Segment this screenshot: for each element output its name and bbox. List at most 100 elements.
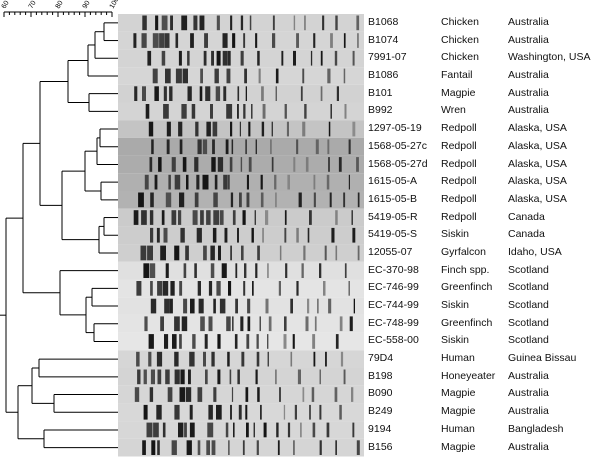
gel-band xyxy=(228,50,231,66)
gel-band xyxy=(190,33,194,48)
gel-band xyxy=(178,210,182,225)
gel-band xyxy=(245,139,247,155)
gel-band xyxy=(309,404,311,420)
source-label: Magpie xyxy=(441,440,476,453)
gel-band xyxy=(134,86,138,101)
gel-band xyxy=(200,316,205,332)
gel-band xyxy=(169,86,173,101)
gel-lane xyxy=(118,279,364,298)
gel-band xyxy=(232,210,236,225)
gel-band xyxy=(189,404,193,420)
isolate-label: 79D4 xyxy=(368,352,394,365)
gel-band xyxy=(343,33,346,48)
gel-band xyxy=(222,50,228,66)
gel-band xyxy=(194,192,199,208)
gel-band xyxy=(231,387,234,402)
gel-band xyxy=(315,139,319,155)
gel-band xyxy=(283,334,287,349)
gel-band xyxy=(302,121,306,137)
gel-band xyxy=(293,50,296,66)
gel-band xyxy=(283,404,286,420)
gel-band xyxy=(143,369,147,385)
gel-band xyxy=(237,104,239,119)
gel-band xyxy=(174,369,180,385)
gel-band xyxy=(232,316,234,332)
gel-band xyxy=(210,245,215,261)
gel-band xyxy=(194,157,199,172)
gel-band xyxy=(260,404,262,420)
source-label: Chicken xyxy=(441,33,479,46)
gel-band xyxy=(307,227,310,243)
gel-band xyxy=(165,192,172,208)
gel-band xyxy=(313,192,316,208)
gel-lane xyxy=(118,297,364,315)
gel-band xyxy=(267,334,269,349)
gel-band xyxy=(215,86,221,101)
gel-band xyxy=(293,15,296,31)
gel-band xyxy=(334,50,338,66)
gel-band xyxy=(197,387,203,402)
gel-band xyxy=(163,86,167,101)
gel-band xyxy=(141,33,147,48)
gel-band xyxy=(309,210,312,225)
gel-band xyxy=(153,422,159,438)
gel-band xyxy=(165,369,170,385)
source-label: Redpoll xyxy=(441,157,477,170)
gel-band xyxy=(274,174,277,190)
gel-band xyxy=(265,298,269,314)
gel-band xyxy=(351,387,354,402)
gel-band xyxy=(302,387,305,402)
gel-band xyxy=(255,263,258,278)
gel-band xyxy=(275,68,279,84)
gel-band xyxy=(226,104,233,119)
gel-band xyxy=(319,440,322,455)
gel-band xyxy=(221,263,227,278)
gel-band xyxy=(160,245,166,261)
gel-band xyxy=(219,298,226,314)
gel-band xyxy=(275,86,277,101)
gel-band xyxy=(319,404,322,420)
gel-band xyxy=(156,351,163,367)
gel-band xyxy=(184,422,187,438)
gel-band xyxy=(227,351,230,367)
gel-band xyxy=(246,174,249,190)
isolate-label: 1568-05-27d xyxy=(368,157,428,170)
gel-band xyxy=(133,210,139,225)
gel-band xyxy=(255,33,258,48)
gel-band xyxy=(157,281,162,296)
gel-band xyxy=(245,387,249,402)
gel-band xyxy=(202,139,208,155)
gel-band xyxy=(296,227,299,243)
location-label: Australia xyxy=(508,69,549,82)
gel-band xyxy=(258,68,261,84)
gel-band xyxy=(171,157,176,172)
gel-band xyxy=(279,387,281,402)
gel-band xyxy=(148,334,154,349)
isolate-label: EC-748-99 xyxy=(368,316,419,329)
location-label: Alaska, USA xyxy=(508,192,567,205)
gel-band xyxy=(237,369,240,385)
isolate-label: EC-744-99 xyxy=(368,299,419,311)
gel-band xyxy=(243,104,246,119)
gel-band xyxy=(186,440,192,455)
source-label: Siskin xyxy=(441,334,470,347)
gel-band xyxy=(166,121,171,137)
gel-band xyxy=(239,121,241,137)
gel-band xyxy=(284,210,287,225)
location-label: Scotland xyxy=(508,263,549,276)
gel-lane xyxy=(118,385,364,404)
gel-band xyxy=(261,86,264,101)
gel-band xyxy=(277,440,280,455)
gel-band xyxy=(305,316,309,332)
location-label: Australia xyxy=(508,86,549,99)
source-label: Gyrfalcon xyxy=(441,245,486,258)
gel-band xyxy=(140,245,147,261)
location-label: Australia xyxy=(508,440,549,453)
scale-tick-label: 80 xyxy=(55,0,65,10)
gel-band xyxy=(213,298,216,314)
gel-band xyxy=(261,121,265,137)
gel-band xyxy=(214,68,219,84)
gel-band xyxy=(218,245,221,261)
gel-band xyxy=(152,68,158,84)
location-label: Scotland xyxy=(508,281,549,294)
